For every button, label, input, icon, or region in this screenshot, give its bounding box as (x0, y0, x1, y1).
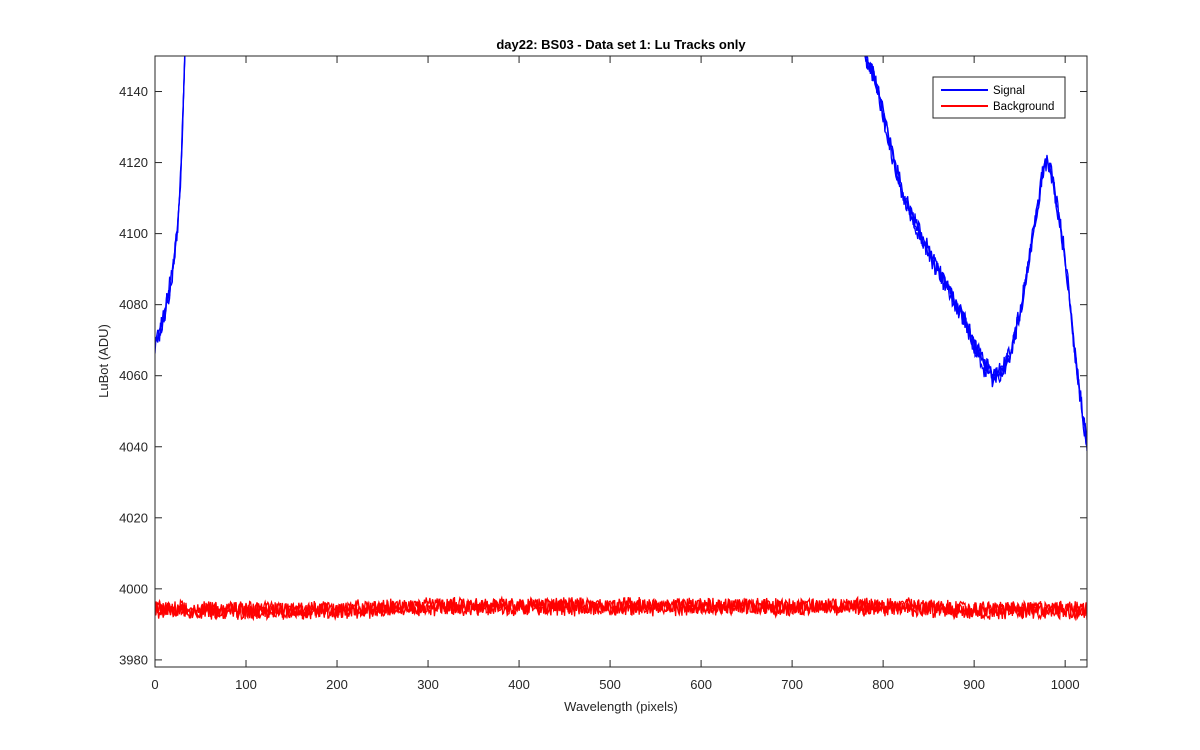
plot-frame (154, 55, 1088, 668)
chart-title: day22: BS03 - Data set 1: Lu Tracks only (496, 37, 746, 52)
x-tick-label: 600 (690, 677, 712, 692)
y-tick-label: 4120 (119, 155, 148, 170)
x-tick-label: 500 (599, 677, 621, 692)
x-tick-label: 800 (872, 677, 894, 692)
y-tick-label: 3980 (119, 652, 148, 667)
x-tick-label: 700 (781, 677, 803, 692)
legend-label-signal: Signal (993, 85, 1025, 97)
x-axis-label: Wavelength (pixels) (564, 699, 678, 714)
legend[interactable]: Signal Background (932, 76, 1066, 119)
tick-layer: 0 100 200 300 400 500 600 700 800 900 1000 3980 4000… (119, 56, 1087, 692)
y-tick-label: 4060 (119, 368, 148, 383)
y-tick-label: 4140 (119, 84, 148, 99)
x-tick-label: 200 (326, 677, 348, 692)
y-tick-label: 4040 (119, 439, 148, 454)
x-tick-label: 1000 (1051, 677, 1080, 692)
plot-area (155, 56, 1087, 667)
series-line-signal (155, 56, 1087, 445)
legend-label-background: Background (993, 101, 1054, 113)
x-tick-label: 900 (963, 677, 985, 692)
legend-box (932, 76, 1066, 119)
y-tick-label: 4100 (119, 226, 148, 241)
x-tick-label: 400 (508, 677, 530, 692)
y-axis-label: LuBot (ADU) (96, 324, 111, 398)
x-tick-label: 100 (235, 677, 257, 692)
y-tick-label: 4080 (119, 297, 148, 312)
series-layer (155, 56, 1087, 622)
y-tick-label: 4020 (119, 510, 148, 525)
x-tick-label: 0 (151, 677, 158, 692)
x-tick-label: 300 (417, 677, 439, 692)
y-tick-label: 4000 (119, 581, 148, 596)
series-line-background (155, 596, 1087, 622)
